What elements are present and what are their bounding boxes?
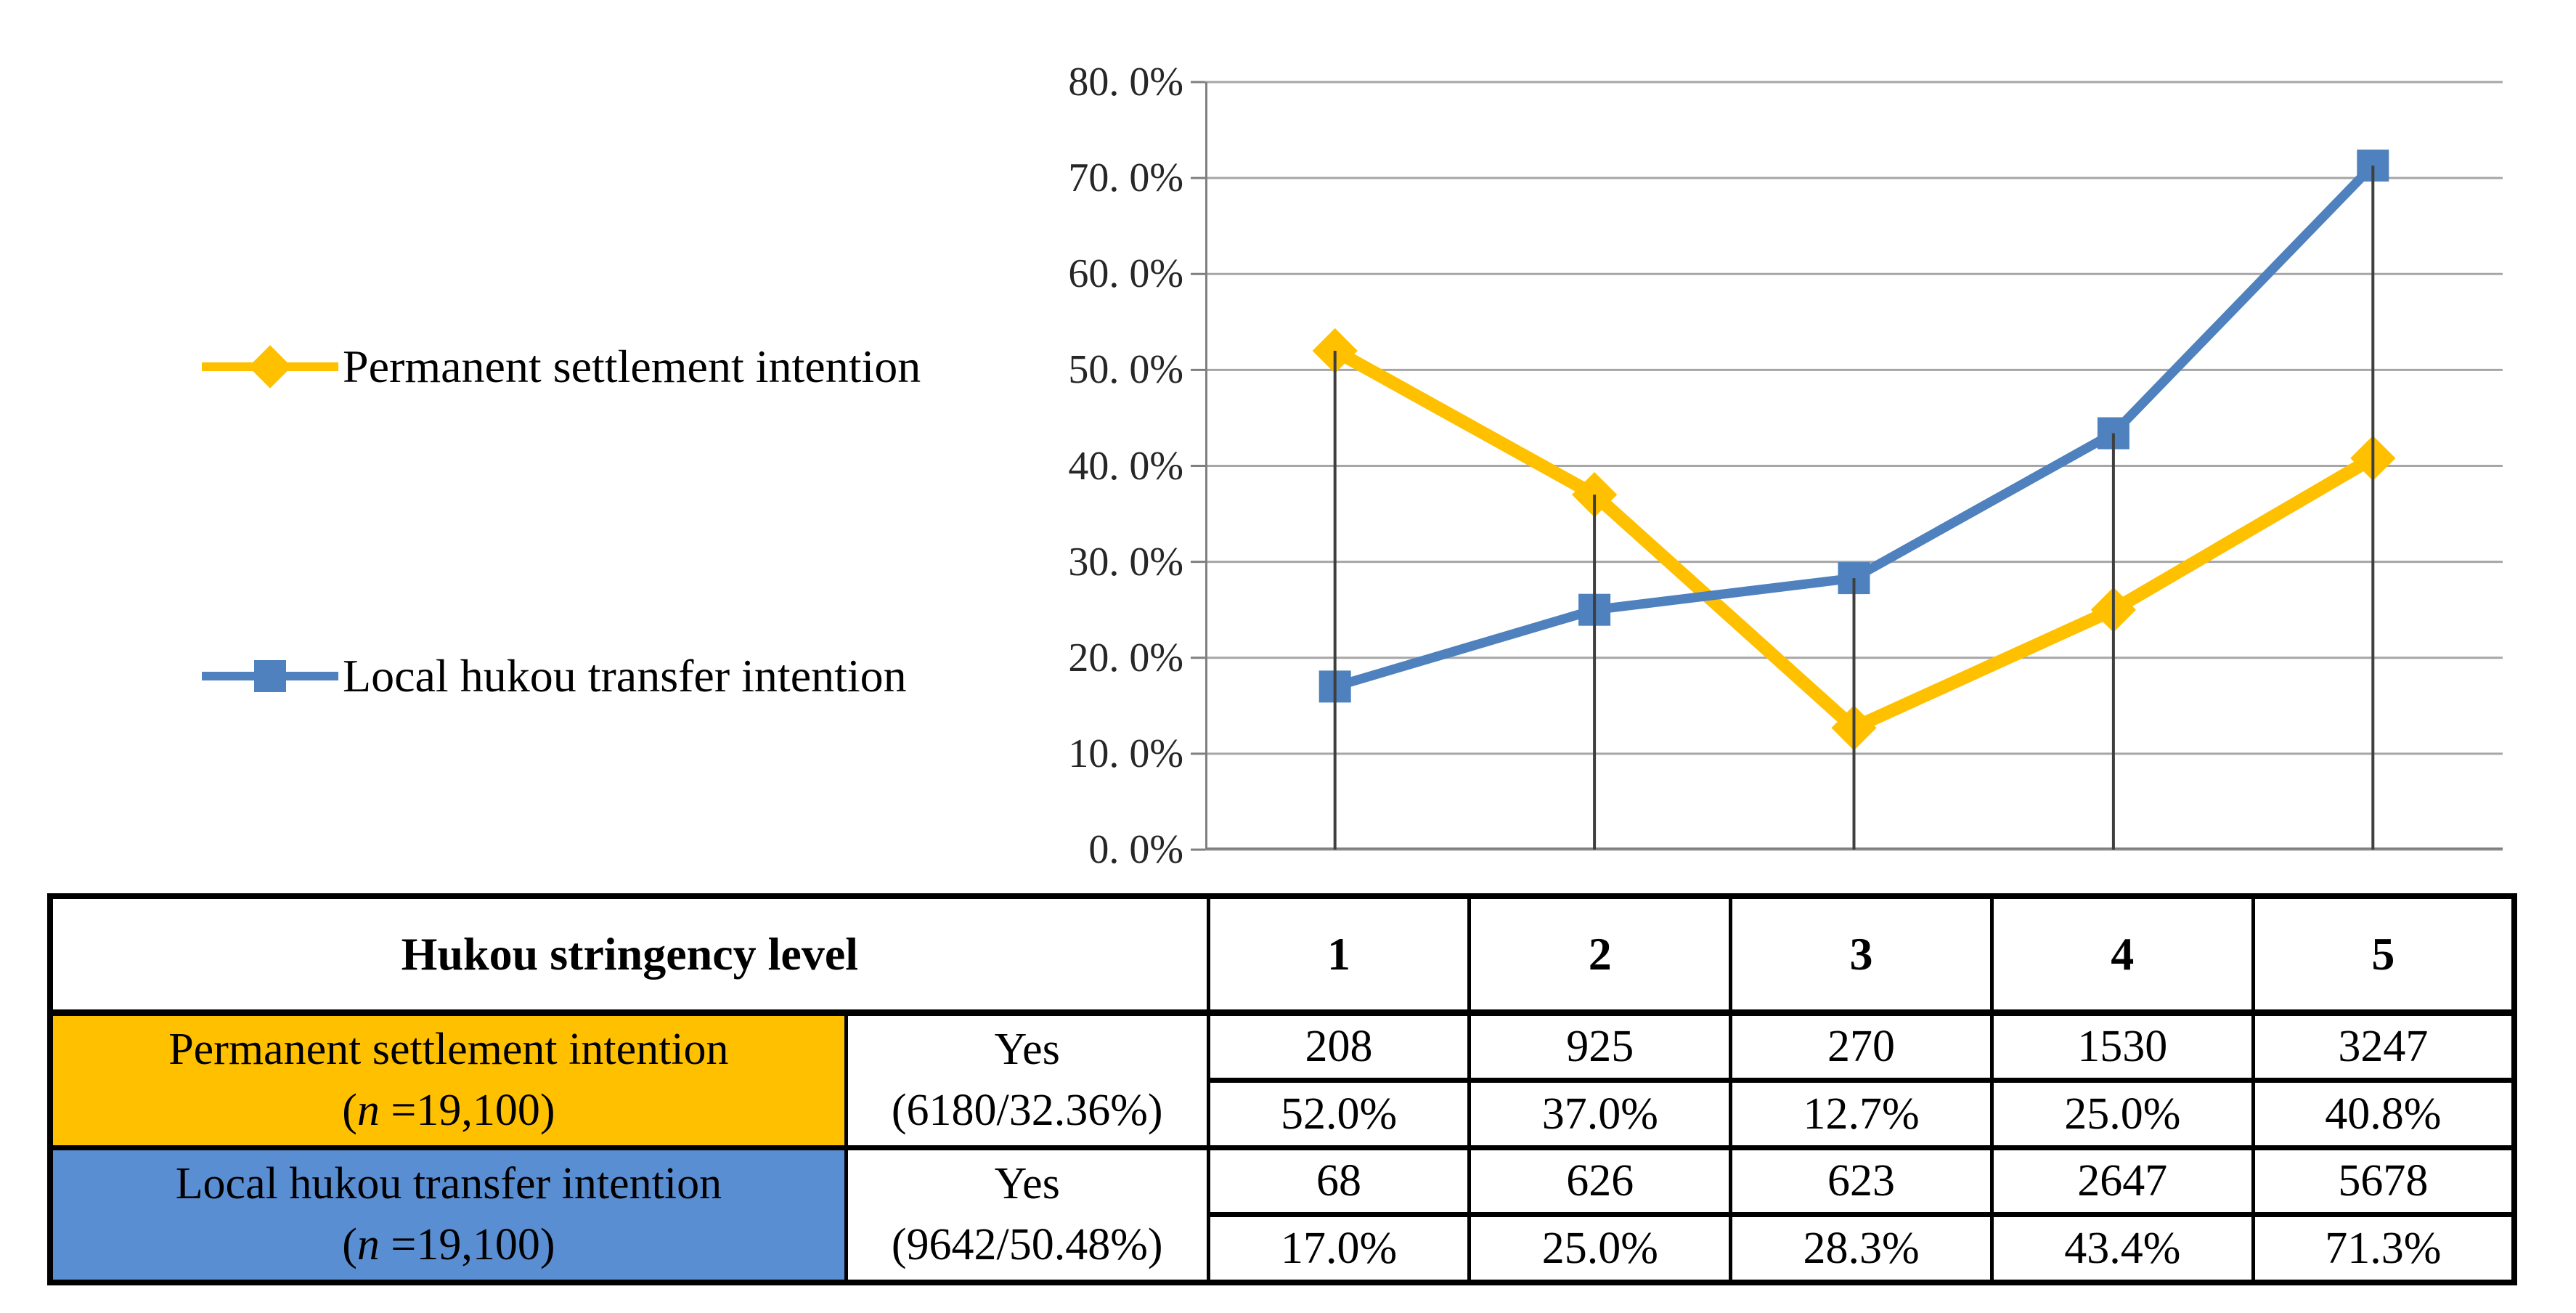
row-label-n: (n =19,100) xyxy=(342,1085,555,1135)
y-axis-tick-labels: 80. 0% 70. 0% 60. 0% 50. 0% 40. 0% 30. 0% 20. … xyxy=(944,60,1183,872)
yes-cell-local: Yes (9642/50.48%) xyxy=(844,1145,1210,1285)
table-header-level-5: 5 xyxy=(2251,893,2516,1016)
percent-cell: 28.3% xyxy=(1729,1212,1994,1285)
table-row-permanent-counts: Permanent settlement intention (n =19,10… xyxy=(48,1009,2516,1150)
count-cell: 1530 xyxy=(1989,1009,2255,1084)
percent-cell: 25.0% xyxy=(1989,1078,2255,1150)
yes-cell-permanent: Yes (6180/32.36%) xyxy=(844,1009,1210,1150)
count-cell: 925 xyxy=(1467,1009,1733,1084)
table-row-local-percents: 17.0% 25.0% 28.3% 43.4% 71.3% xyxy=(50,1212,2516,1285)
yellow-diamond-series-icon xyxy=(202,344,338,390)
blue-square-series-icon xyxy=(202,653,338,699)
table-header-row: Hukou stringency level 1 2 3 4 5 xyxy=(48,893,2516,1016)
legend-item-local-hukou-transfer: Local hukou transfer intention xyxy=(202,629,907,723)
square-marker-icon xyxy=(254,660,286,692)
y-axis-tick-label: 0. 0% xyxy=(1088,827,1183,872)
count-cell: 270 xyxy=(1729,1009,1994,1084)
y-axis-tick-label: 60. 0% xyxy=(1068,251,1183,297)
row-label-n: (n =19,100) xyxy=(342,1219,555,1269)
legend-item-permanent-settlement: Permanent settlement intention xyxy=(202,320,921,414)
count-cell: 623 xyxy=(1729,1145,1994,1218)
table-header-level-1: 1 xyxy=(1206,893,1472,1016)
legend-label-local-hukou-transfer: Local hukou transfer intention xyxy=(343,650,907,702)
row-label-text: Local hukou transfer intention xyxy=(175,1159,722,1209)
percent-cell: 25.0% xyxy=(1467,1212,1733,1285)
y-axis-tick-label: 40. 0% xyxy=(1068,443,1183,489)
yes-label: Yes xyxy=(994,1159,1060,1209)
table-header-level-2: 2 xyxy=(1467,893,1733,1016)
percent-cell: 71.3% xyxy=(2251,1212,2516,1285)
diamond-marker-icon xyxy=(248,345,292,389)
yes-detail: (6180/32.36%) xyxy=(891,1085,1163,1135)
row-label-permanent-settlement: Permanent settlement intention (n =19,10… xyxy=(48,1009,848,1150)
yes-label: Yes xyxy=(994,1024,1060,1074)
percent-cell: 43.4% xyxy=(1989,1212,2255,1285)
y-axis-tick-label: 30. 0% xyxy=(1068,539,1183,585)
table-header-level-3: 3 xyxy=(1729,893,1994,1016)
y-axis-tick-label: 10. 0% xyxy=(1068,731,1183,776)
count-cell: 2647 xyxy=(1989,1145,2255,1218)
percent-cell: 12.7% xyxy=(1729,1078,1994,1150)
percent-cell: 37.0% xyxy=(1467,1078,1733,1150)
row-label-text: Permanent settlement intention xyxy=(168,1024,729,1074)
y-axis-tick-label: 80. 0% xyxy=(1068,60,1183,105)
y-axis-tick-label: 50. 0% xyxy=(1068,347,1183,393)
hukou-data-table: Hukou stringency level 1 2 3 4 5 Permane… xyxy=(47,893,2517,1285)
table-header-level-4: 4 xyxy=(1989,893,2255,1016)
table-row-local-counts: Local hukou transfer intention (n =19,10… xyxy=(48,1145,2516,1285)
table-header-hukou-stringency-level: Hukou stringency level xyxy=(48,893,1210,1016)
row-label-local-hukou-transfer: Local hukou transfer intention (n =19,10… xyxy=(48,1145,848,1285)
count-cell: 208 xyxy=(1206,1009,1472,1084)
chart-plot-area xyxy=(1191,81,2503,851)
percent-cell: 17.0% xyxy=(1206,1212,1472,1285)
count-cell: 5678 xyxy=(2251,1145,2516,1218)
percent-cell: 40.8% xyxy=(2251,1078,2516,1150)
count-cell: 3247 xyxy=(2251,1009,2516,1084)
yes-detail: (9642/50.48%) xyxy=(891,1219,1163,1269)
count-cell: 68 xyxy=(1206,1145,1472,1218)
y-axis-tick-label: 70. 0% xyxy=(1068,155,1183,201)
percent-cell: 52.0% xyxy=(1206,1078,1472,1150)
count-cell: 626 xyxy=(1467,1145,1733,1218)
y-axis-tick-label: 20. 0% xyxy=(1068,635,1183,680)
table-row-permanent-percents: 52.0% 37.0% 12.7% 25.0% 40.8% xyxy=(50,1078,2516,1150)
legend-label-permanent-settlement: Permanent settlement intention xyxy=(343,341,921,392)
